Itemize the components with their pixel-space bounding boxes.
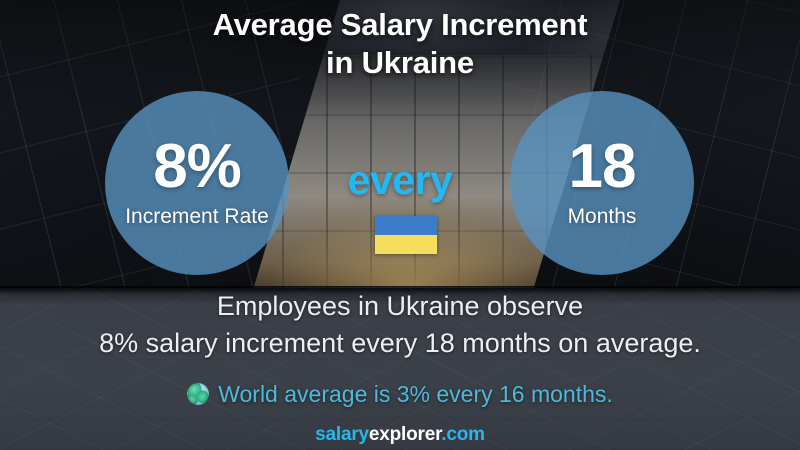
months-label: Months xyxy=(567,205,637,228)
months-circle: 18 Months xyxy=(510,91,694,275)
world-average-text: World average is 3% every 16 months. xyxy=(218,381,613,407)
every-connector-text: every xyxy=(347,157,453,203)
background-bottom-band xyxy=(0,288,800,450)
logo-part-salary: salary xyxy=(315,424,369,445)
world-average-row: World average is 3% every 16 months. xyxy=(0,381,800,407)
months-value: 18 xyxy=(568,132,637,201)
background-bottom-texture xyxy=(0,288,800,450)
increment-rate-circle: 8% Increment Rate xyxy=(105,91,289,275)
summary-line-1: Employees in Ukraine observe xyxy=(216,291,584,321)
flag-stripe-blue xyxy=(375,216,437,235)
title-line-1: Average Salary Increment xyxy=(212,7,588,42)
increment-rate-label: Increment Rate xyxy=(125,205,269,228)
ukraine-flag-icon xyxy=(375,216,437,254)
site-logo[interactable]: salaryexplorer.com xyxy=(0,424,800,446)
page-title: Average Salary Increment in Ukraine xyxy=(0,6,800,82)
increment-rate-value: 8% xyxy=(153,132,242,201)
globe-icon xyxy=(187,383,210,405)
background-bottom-edge xyxy=(0,286,800,294)
flag-stripe-yellow xyxy=(375,235,437,254)
logo-part-domain: .com xyxy=(441,424,485,445)
logo-part-explorer: explorer xyxy=(368,424,442,445)
summary-line-2: 8% salary increment every 18 months on a… xyxy=(99,328,701,358)
background-top-vignette xyxy=(0,0,800,120)
title-line-2: in Ukraine xyxy=(326,45,474,80)
summary-text: Employees in Ukraine observe 8% salary i… xyxy=(0,288,800,362)
